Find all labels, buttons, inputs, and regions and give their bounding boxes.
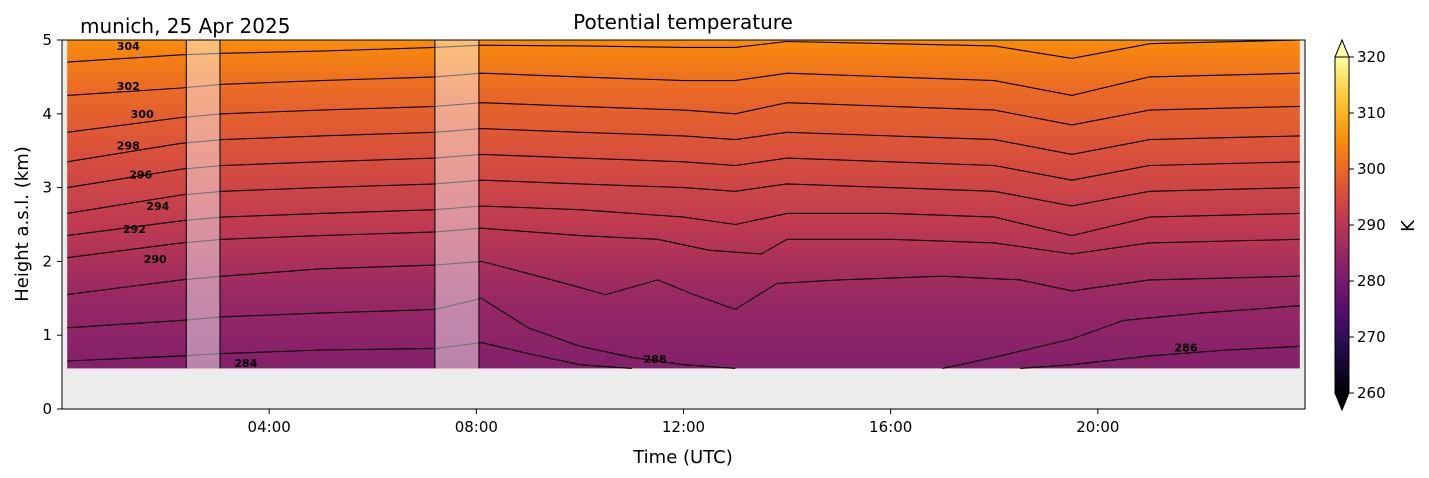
colorbar-tick-label: 310: [1357, 104, 1386, 122]
contour-line-290: [67, 260, 1300, 311]
contour-line-298: [67, 153, 1300, 189]
colorbar-extend-min: [1334, 392, 1350, 412]
y-tick-label: 0: [42, 400, 52, 418]
colorbar-tick-label: 320: [1357, 48, 1386, 66]
colorbar-tick-label: 260: [1357, 384, 1386, 402]
x-tick-label: 12:00: [662, 418, 705, 436]
contour-label-296: 296: [129, 168, 152, 181]
contour-label-292: 292: [123, 223, 146, 236]
y-tick-label: 1: [42, 326, 52, 344]
colorbar-tick-label: 300: [1357, 160, 1386, 178]
contour-line-306: [67, 40, 1300, 63]
x-tick-label: 20:00: [1076, 418, 1119, 436]
colorbar-scale: [1335, 57, 1349, 393]
contour-label-304: 304: [117, 40, 140, 53]
y-tick-label: 3: [42, 179, 52, 197]
chart-title: Potential temperature: [573, 10, 793, 34]
contour-line-302: [67, 102, 1300, 133]
y-tick-label: 4: [42, 105, 52, 123]
contour-label-284: 284: [234, 357, 257, 370]
contour-line-296: [67, 179, 1300, 214]
contour-line-304: [67, 72, 1300, 96]
contour-line-300: [67, 128, 1300, 163]
x-tick-label: 16:00: [869, 418, 912, 436]
contour-line-286: [1020, 345, 1300, 369]
colorbar-tick-label: 270: [1357, 328, 1386, 346]
colorbar: 260 270 280 290 300 310 320: [1334, 38, 1386, 412]
contour-label-298: 298: [117, 140, 140, 153]
contour-label-294: 294: [146, 200, 169, 213]
x-tick-label: 04:00: [248, 418, 291, 436]
data-gap-2: [434, 40, 479, 369]
contour-line-288: [67, 297, 736, 369]
data-gap-1: [186, 40, 220, 369]
y-tick-label: 2: [42, 252, 52, 270]
location-date-label: munich, 25 Apr 2025: [80, 14, 290, 38]
y-tick-label: 5: [42, 31, 52, 49]
colorbar-tick-label: 290: [1357, 216, 1386, 234]
contour-label-300: 300: [131, 108, 154, 121]
x-tick-label: 08:00: [455, 418, 498, 436]
colorbar-label: K: [1398, 219, 1419, 232]
contour-group: [67, 40, 1300, 369]
axes: 04:00 08:00 12:00 16:00 20:00 0 1 2 3 4 5: [42, 31, 1306, 436]
potential-temperature-field: [67, 40, 1300, 369]
colorbar-extend-max: [1334, 38, 1350, 58]
contour-label-290: 290: [144, 253, 167, 266]
contour-label-302: 302: [117, 80, 140, 93]
contour-line-288: [942, 305, 1300, 369]
colorbar-tick-label: 280: [1357, 272, 1386, 290]
contour-label-286: 286: [1174, 342, 1197, 355]
contour-line-292: [67, 227, 1300, 259]
y-axis-label: Height a.s.l. (km): [12, 146, 33, 302]
contour-line-294: [67, 205, 1300, 237]
x-axis-label: Time (UTC): [632, 447, 733, 468]
contour-label-288: 288: [644, 353, 667, 366]
